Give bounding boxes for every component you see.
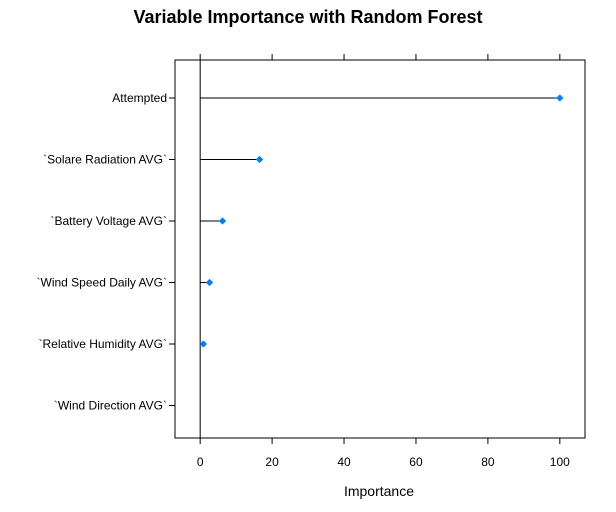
importance-point [255,155,264,164]
importance-point [205,278,214,287]
x-tick-label: 20 [265,455,279,469]
importance-point [556,94,564,102]
category-label: `Wind Speed Daily AVG` [37,276,168,290]
x-tick-label: 0 [197,455,204,469]
x-tick-label: 60 [409,455,423,469]
category-label: Attempted [112,91,167,105]
bottom-axis-ticks: 0 20 40 60 80 100 [197,438,570,469]
category-label: `Wind Direction AVG` [54,399,167,413]
importance-point [218,217,227,225]
x-tick-label: 80 [481,455,495,469]
data-marks [199,94,564,348]
chart-title: Variable Importance with Random Forest [133,7,482,27]
category-label: `Battery Voltage AVG` [50,214,167,228]
category-labels: Attempted `Solare Radiation AVG` `Battery … [37,91,175,413]
x-tick-label: 100 [550,455,570,469]
importance-point [199,340,208,348]
x-axis-label: Importance [344,483,414,499]
plot-frame [174,59,586,439]
top-axis-ticks [199,54,561,60]
category-label: `Solare Radiation AVG` [43,153,167,167]
x-tick-label: 40 [337,455,351,469]
category-label: `Relative Humidity AVG` [39,337,167,351]
